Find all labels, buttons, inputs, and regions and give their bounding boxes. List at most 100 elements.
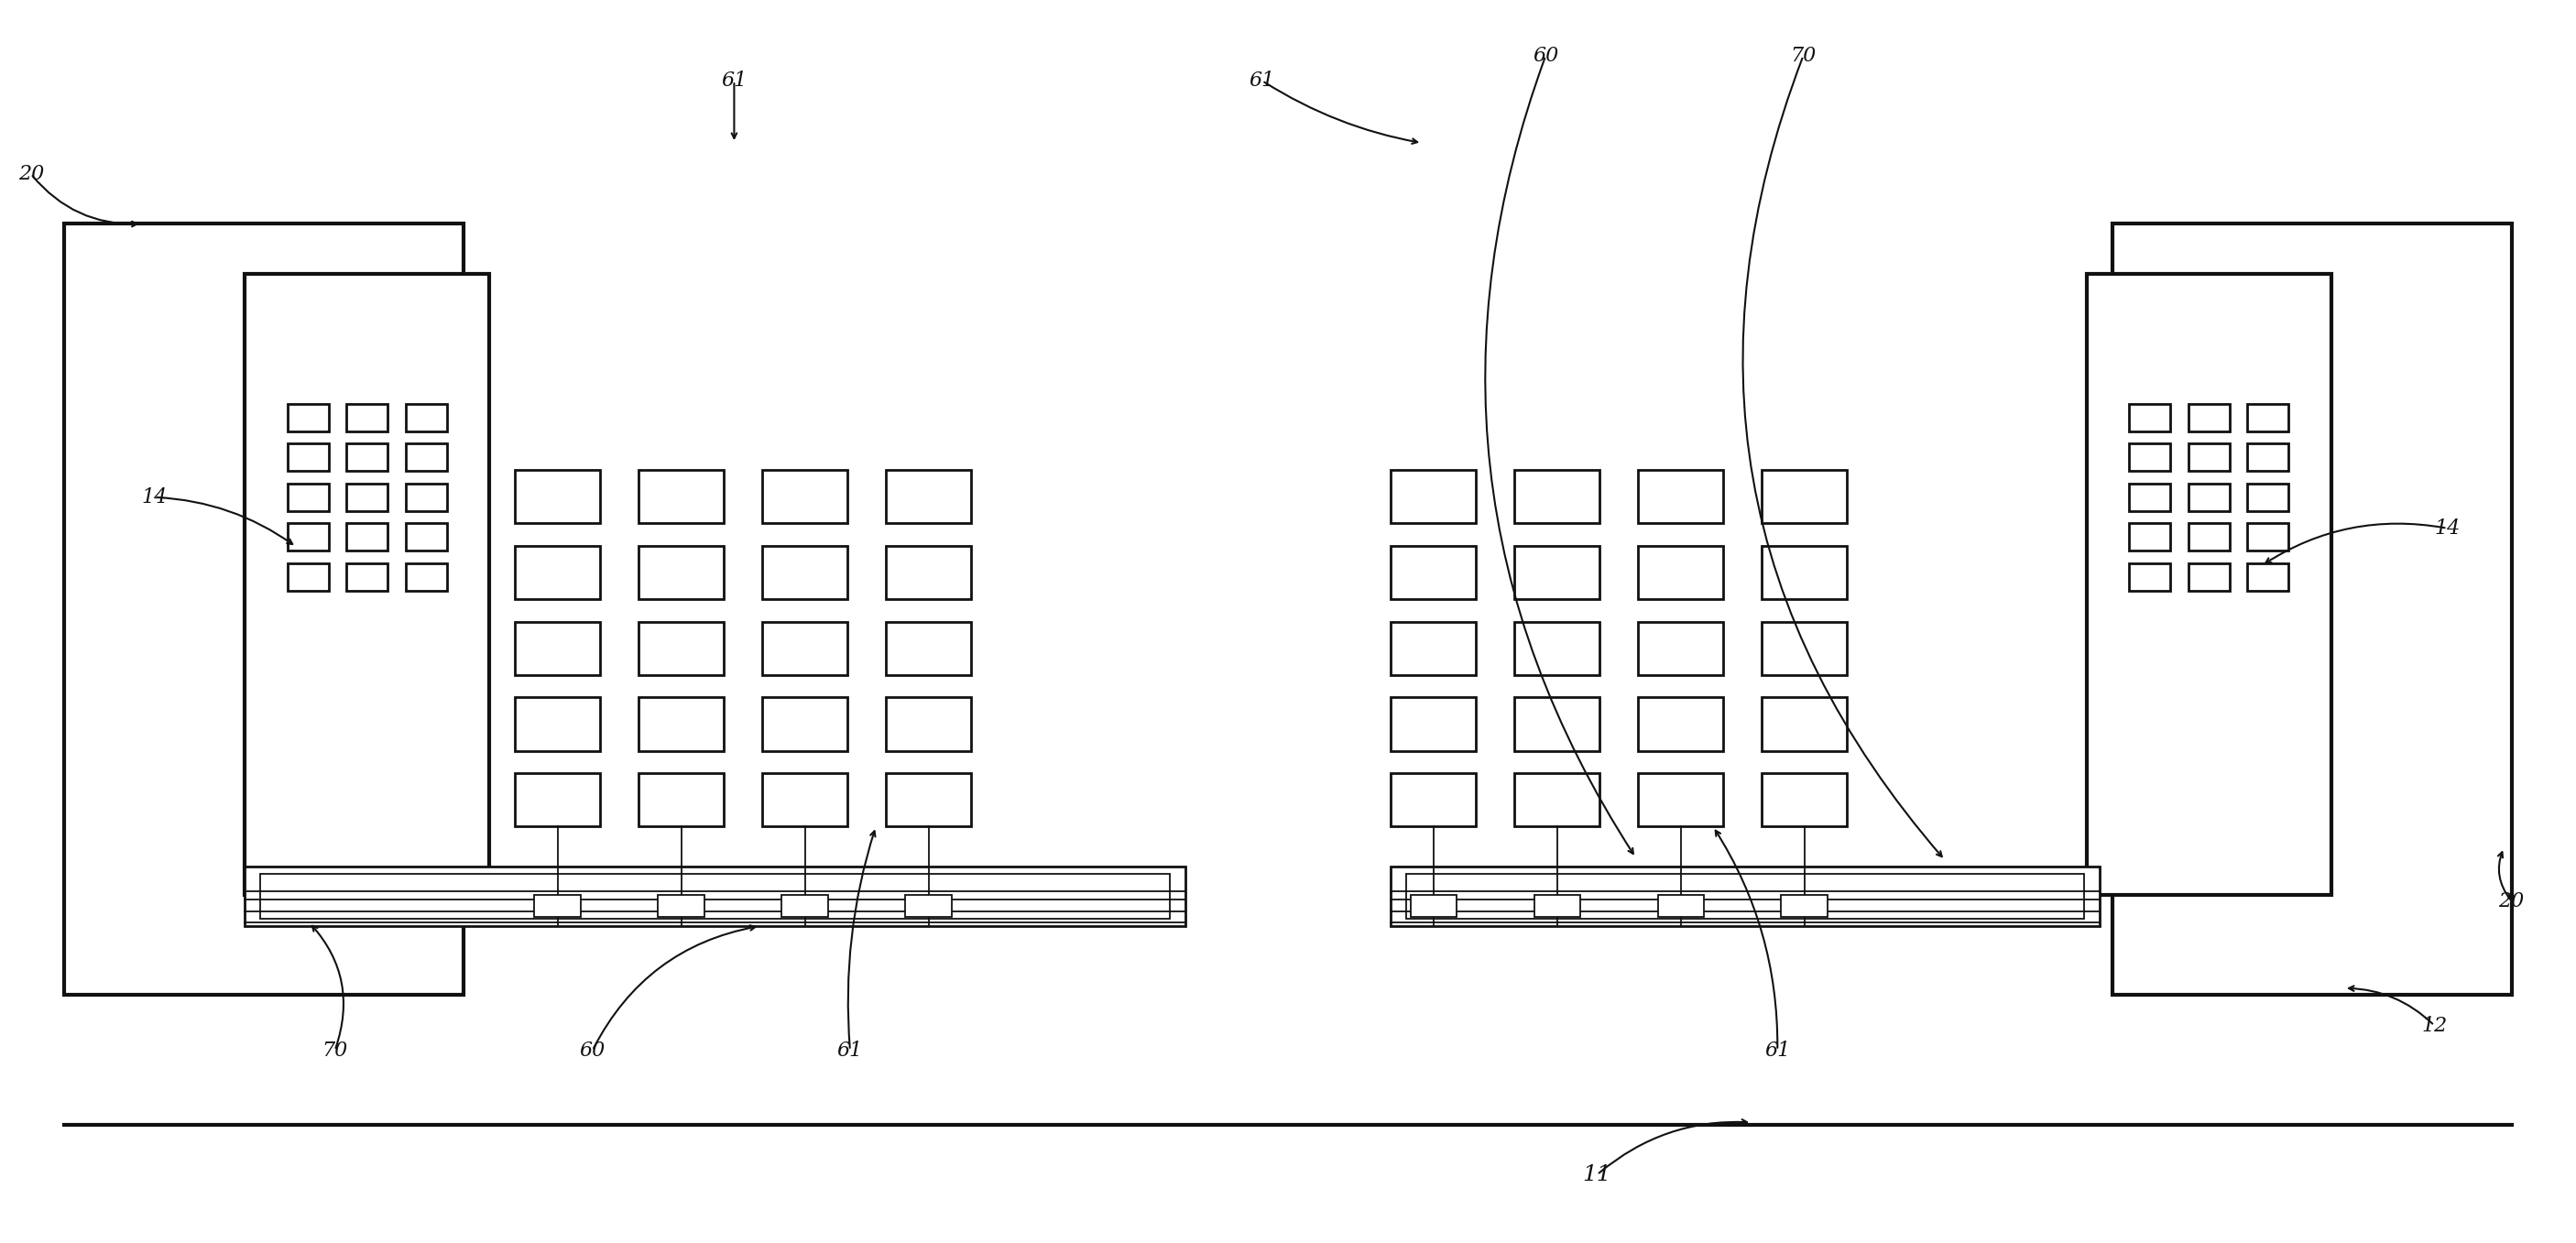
Bar — [2249, 444, 2290, 471]
Bar — [64, 224, 464, 994]
Bar — [407, 523, 448, 551]
Bar — [1783, 895, 1829, 917]
Bar — [345, 484, 389, 511]
Bar — [2190, 563, 2231, 590]
Text: 60: 60 — [580, 1040, 605, 1060]
Bar — [289, 484, 330, 511]
Bar — [1391, 773, 1476, 827]
Bar — [260, 874, 1170, 919]
Bar — [2249, 563, 2290, 590]
Bar — [1515, 470, 1600, 523]
Text: 11: 11 — [1582, 1165, 1613, 1185]
Bar — [1515, 697, 1600, 751]
Text: 61: 61 — [721, 71, 747, 91]
Bar — [1412, 895, 1458, 917]
Bar — [515, 622, 600, 675]
Bar — [2112, 224, 2512, 994]
Bar — [1391, 622, 1476, 675]
Text: 61: 61 — [837, 1040, 863, 1060]
Bar — [1762, 697, 1847, 751]
Bar — [345, 404, 389, 431]
Bar — [245, 866, 1185, 926]
Bar — [639, 622, 724, 675]
Bar — [407, 563, 448, 590]
Bar — [515, 470, 600, 523]
Bar — [407, 444, 448, 471]
Bar — [1391, 866, 2099, 926]
Text: 61: 61 — [1249, 71, 1275, 91]
Bar — [1638, 546, 1723, 599]
Bar — [762, 697, 848, 751]
Bar — [1638, 622, 1723, 675]
Bar — [659, 895, 706, 917]
Bar — [289, 563, 330, 590]
Bar — [886, 546, 971, 599]
Bar — [2128, 563, 2172, 590]
Bar — [2249, 484, 2290, 511]
Bar — [783, 895, 829, 917]
Bar — [762, 773, 848, 827]
Bar — [515, 546, 600, 599]
Bar — [515, 773, 600, 827]
Bar — [1406, 874, 2084, 919]
Bar — [2190, 484, 2231, 511]
Bar — [2190, 404, 2231, 431]
Bar — [886, 470, 971, 523]
Bar — [1762, 773, 1847, 827]
Bar — [886, 697, 971, 751]
Bar — [2190, 444, 2231, 471]
Bar — [1638, 470, 1723, 523]
Bar — [345, 563, 389, 590]
Bar — [245, 273, 489, 895]
Bar — [1659, 895, 1705, 917]
Bar — [1762, 546, 1847, 599]
Bar — [639, 470, 724, 523]
Bar — [762, 622, 848, 675]
Bar — [345, 444, 389, 471]
Text: 70: 70 — [1790, 46, 1816, 66]
Bar — [2128, 484, 2172, 511]
Bar — [289, 404, 330, 431]
Text: 61: 61 — [1765, 1040, 1790, 1060]
Bar — [2128, 444, 2172, 471]
Bar — [1391, 546, 1476, 599]
Bar — [289, 523, 330, 551]
Bar — [1391, 470, 1476, 523]
Bar — [762, 546, 848, 599]
Bar — [515, 697, 600, 751]
Bar — [2249, 404, 2290, 431]
Text: 20: 20 — [2499, 891, 2524, 911]
Text: 14: 14 — [2434, 518, 2460, 538]
Bar — [1515, 773, 1600, 827]
Bar — [886, 622, 971, 675]
Text: 60: 60 — [1533, 46, 1558, 66]
Text: 12: 12 — [2421, 1016, 2447, 1035]
Bar — [886, 773, 971, 827]
Bar — [2249, 523, 2290, 551]
Bar — [1515, 622, 1600, 675]
Bar — [907, 895, 953, 917]
Bar — [1638, 697, 1723, 751]
Bar — [2128, 523, 2172, 551]
Bar — [2128, 404, 2172, 431]
Bar — [639, 773, 724, 827]
Bar — [2087, 273, 2331, 895]
Bar — [1515, 546, 1600, 599]
Text: 14: 14 — [142, 487, 167, 507]
Bar — [407, 404, 448, 431]
Bar — [639, 546, 724, 599]
Bar — [407, 484, 448, 511]
Bar — [1535, 895, 1582, 917]
Bar — [1638, 773, 1723, 827]
Bar — [762, 470, 848, 523]
Text: 20: 20 — [18, 164, 44, 184]
Bar — [289, 444, 330, 471]
Bar — [639, 697, 724, 751]
Bar — [2190, 523, 2231, 551]
Text: 70: 70 — [322, 1040, 348, 1060]
Bar — [345, 523, 389, 551]
Bar — [1391, 697, 1476, 751]
Bar — [536, 895, 582, 917]
Bar — [1762, 622, 1847, 675]
Bar — [1762, 470, 1847, 523]
